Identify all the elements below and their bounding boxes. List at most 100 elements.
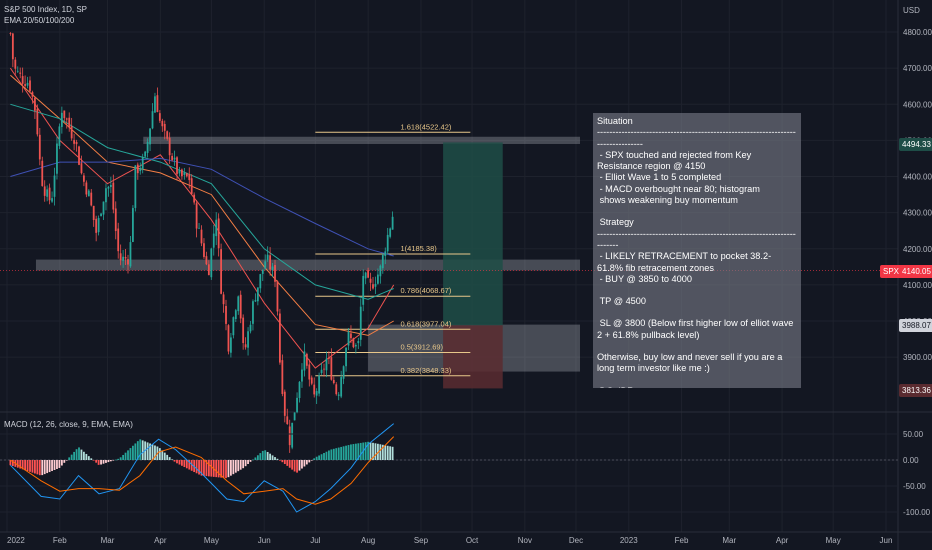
candle-body xyxy=(107,186,110,189)
candle-body xyxy=(92,205,95,221)
histogram-bar xyxy=(53,460,56,471)
candle-body xyxy=(158,113,161,121)
histogram-bar xyxy=(109,460,112,462)
histogram-bar xyxy=(85,453,88,460)
candle-body xyxy=(357,341,360,344)
time-tick-label: May xyxy=(204,536,219,545)
histogram-bar xyxy=(83,451,85,460)
macd-tick-label: 50.00 xyxy=(903,430,924,439)
candle-body xyxy=(274,265,276,282)
candle-body xyxy=(43,186,46,196)
histogram-bar xyxy=(330,449,333,460)
histogram-bar xyxy=(97,460,100,465)
histogram-bar xyxy=(347,445,350,460)
candle-body xyxy=(41,160,44,186)
note-line xyxy=(597,307,797,318)
fib-level-label: 0.382(3848.33) xyxy=(401,366,452,375)
histogram-bar xyxy=(171,459,174,460)
histogram-bar xyxy=(225,460,227,479)
histogram-bar xyxy=(154,445,156,460)
candle-body xyxy=(205,256,208,265)
candle-body xyxy=(288,426,291,446)
candle-body xyxy=(225,305,227,324)
candle-body xyxy=(109,184,112,187)
candle-body xyxy=(379,265,382,277)
histogram-bar xyxy=(124,452,127,460)
symbol-title[interactable]: S&P 500 Index, 1D, SP xyxy=(4,5,88,14)
histogram-bar xyxy=(29,460,31,472)
histogram-bar xyxy=(127,450,129,460)
candle-body xyxy=(112,182,115,210)
histogram-bar xyxy=(107,460,110,463)
candle-body xyxy=(203,243,205,257)
candle-body xyxy=(122,256,125,261)
candle-body xyxy=(232,317,235,336)
macd-tick-label: -50.00 xyxy=(903,482,926,491)
histogram-bar xyxy=(381,444,384,460)
candle-body xyxy=(146,141,149,153)
candle-body xyxy=(350,333,352,339)
histogram-bar xyxy=(24,460,27,471)
ema-line xyxy=(9,67,395,369)
time-tick-label: 2022 xyxy=(7,536,25,545)
histogram-bar xyxy=(163,452,166,460)
candle-body xyxy=(381,254,384,269)
time-tick-label: 2023 xyxy=(620,536,638,545)
histogram-bar xyxy=(46,460,49,474)
candle-body xyxy=(215,219,218,237)
candle-body xyxy=(261,269,264,274)
analysis-note[interactable]: Situation -------------------------------… xyxy=(593,113,801,388)
candle-body xyxy=(281,360,284,394)
candle-body xyxy=(185,173,188,177)
candle-body xyxy=(249,324,252,332)
fib-level-label: 0.618(3977.04) xyxy=(401,319,452,328)
candle-body xyxy=(345,347,347,367)
candle-body xyxy=(171,155,174,161)
histogram-bar xyxy=(298,460,301,471)
candle-body xyxy=(36,108,39,135)
histogram-bar xyxy=(264,450,267,460)
histogram-bar xyxy=(283,460,286,465)
macd-indicator-label[interactable]: MACD (12, 26, close, 9, EMA, EMA) xyxy=(4,420,133,429)
candle-body xyxy=(56,143,58,174)
candle-body xyxy=(359,306,362,340)
candle-body xyxy=(78,146,80,165)
candle-body xyxy=(53,175,56,197)
histogram-bar xyxy=(384,445,387,460)
candle-body xyxy=(163,123,166,131)
candle-body xyxy=(48,187,51,201)
histogram-bar xyxy=(134,443,137,460)
candle-body xyxy=(14,59,17,69)
candle-body xyxy=(195,203,198,229)
histogram-bar xyxy=(232,460,235,475)
chart-header: S&P 500 Index, 1D, SP EMA 20/50/100/200 xyxy=(4,4,87,26)
candle-body xyxy=(114,208,117,232)
ema-indicator-label[interactable]: EMA 20/50/100/200 xyxy=(4,16,75,25)
histogram-bar xyxy=(222,460,225,478)
entry-price-tag: 3988.07 xyxy=(899,319,932,332)
candle-body xyxy=(217,218,220,249)
candle-body xyxy=(389,228,392,237)
histogram-bar xyxy=(345,445,347,460)
candle-body xyxy=(29,80,31,92)
histogram-bar xyxy=(237,460,240,472)
candle-body xyxy=(301,369,303,382)
histogram-bar xyxy=(310,460,313,461)
candle-body xyxy=(102,201,105,215)
price-tick-label: 4300.00 xyxy=(903,209,932,218)
candle-body xyxy=(264,261,267,269)
candle-body xyxy=(254,300,257,302)
candle-body xyxy=(354,345,357,347)
histogram-bar xyxy=(34,460,36,474)
histogram-bar xyxy=(19,460,22,469)
histogram-bar xyxy=(320,454,323,460)
candle-body xyxy=(377,274,379,284)
candle-body xyxy=(190,178,193,194)
note-line: Situation xyxy=(597,116,633,126)
histogram-bar xyxy=(149,443,151,460)
note-line: Otherwise, buy low and never sell if you… xyxy=(597,352,785,374)
candle-body xyxy=(176,157,178,174)
histogram-bar xyxy=(181,460,183,466)
histogram-bar xyxy=(87,456,90,460)
